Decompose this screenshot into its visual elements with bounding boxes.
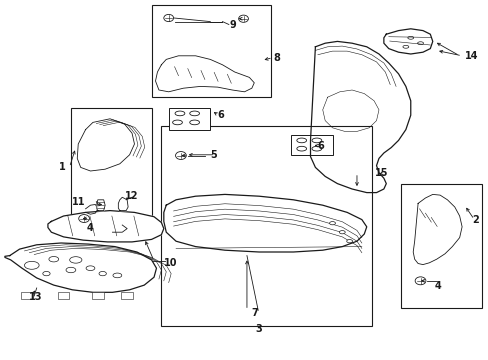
Polygon shape xyxy=(118,197,128,211)
Text: 4: 4 xyxy=(87,222,94,233)
Text: 9: 9 xyxy=(229,20,236,30)
Bar xyxy=(58,292,69,299)
Ellipse shape xyxy=(417,42,423,45)
Bar xyxy=(21,292,33,299)
Ellipse shape xyxy=(43,271,50,276)
Ellipse shape xyxy=(329,221,335,225)
Ellipse shape xyxy=(49,256,59,262)
Polygon shape xyxy=(48,211,163,242)
Ellipse shape xyxy=(69,257,81,263)
Text: 12: 12 xyxy=(125,191,139,201)
Text: 15: 15 xyxy=(374,168,387,178)
Text: 7: 7 xyxy=(250,308,257,318)
Polygon shape xyxy=(383,29,432,54)
Ellipse shape xyxy=(189,120,199,125)
Ellipse shape xyxy=(311,146,321,151)
Ellipse shape xyxy=(346,240,352,243)
Ellipse shape xyxy=(339,231,345,234)
Text: 5: 5 xyxy=(210,150,217,160)
Ellipse shape xyxy=(99,271,106,276)
Ellipse shape xyxy=(86,266,95,271)
Polygon shape xyxy=(163,194,366,252)
Ellipse shape xyxy=(311,138,321,143)
Text: 13: 13 xyxy=(29,292,43,302)
Text: 6: 6 xyxy=(217,110,224,120)
Bar xyxy=(121,292,133,299)
Circle shape xyxy=(163,14,173,22)
Polygon shape xyxy=(155,56,254,92)
Text: 8: 8 xyxy=(273,53,280,63)
Polygon shape xyxy=(310,41,410,193)
Circle shape xyxy=(238,15,248,22)
Polygon shape xyxy=(412,194,461,265)
Text: 4: 4 xyxy=(433,281,440,291)
Bar xyxy=(168,108,210,130)
Bar xyxy=(151,5,271,97)
Text: 14: 14 xyxy=(464,51,477,61)
Ellipse shape xyxy=(296,138,306,143)
Ellipse shape xyxy=(407,36,413,39)
Ellipse shape xyxy=(172,120,182,125)
Ellipse shape xyxy=(175,111,184,116)
Ellipse shape xyxy=(24,261,39,269)
Bar xyxy=(71,108,151,225)
Ellipse shape xyxy=(296,146,306,151)
Ellipse shape xyxy=(113,273,122,278)
Text: 3: 3 xyxy=(255,324,262,334)
Text: 2: 2 xyxy=(471,215,478,225)
Bar xyxy=(161,126,371,326)
Bar xyxy=(400,184,481,308)
Circle shape xyxy=(79,215,89,222)
Text: 6: 6 xyxy=(317,141,324,151)
Bar xyxy=(290,135,332,155)
Ellipse shape xyxy=(66,267,76,273)
Ellipse shape xyxy=(189,111,199,116)
Text: 11: 11 xyxy=(72,197,85,207)
Circle shape xyxy=(414,277,425,285)
Polygon shape xyxy=(77,119,134,171)
Text: 1: 1 xyxy=(59,162,66,172)
Polygon shape xyxy=(5,243,156,292)
Bar xyxy=(92,292,103,299)
Circle shape xyxy=(175,152,186,159)
Polygon shape xyxy=(85,204,98,214)
Text: 10: 10 xyxy=(163,258,177,268)
Ellipse shape xyxy=(402,45,408,48)
Polygon shape xyxy=(97,200,105,211)
